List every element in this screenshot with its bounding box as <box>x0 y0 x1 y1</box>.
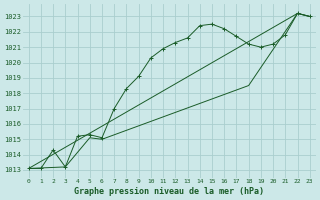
X-axis label: Graphe pression niveau de la mer (hPa): Graphe pression niveau de la mer (hPa) <box>74 187 264 196</box>
